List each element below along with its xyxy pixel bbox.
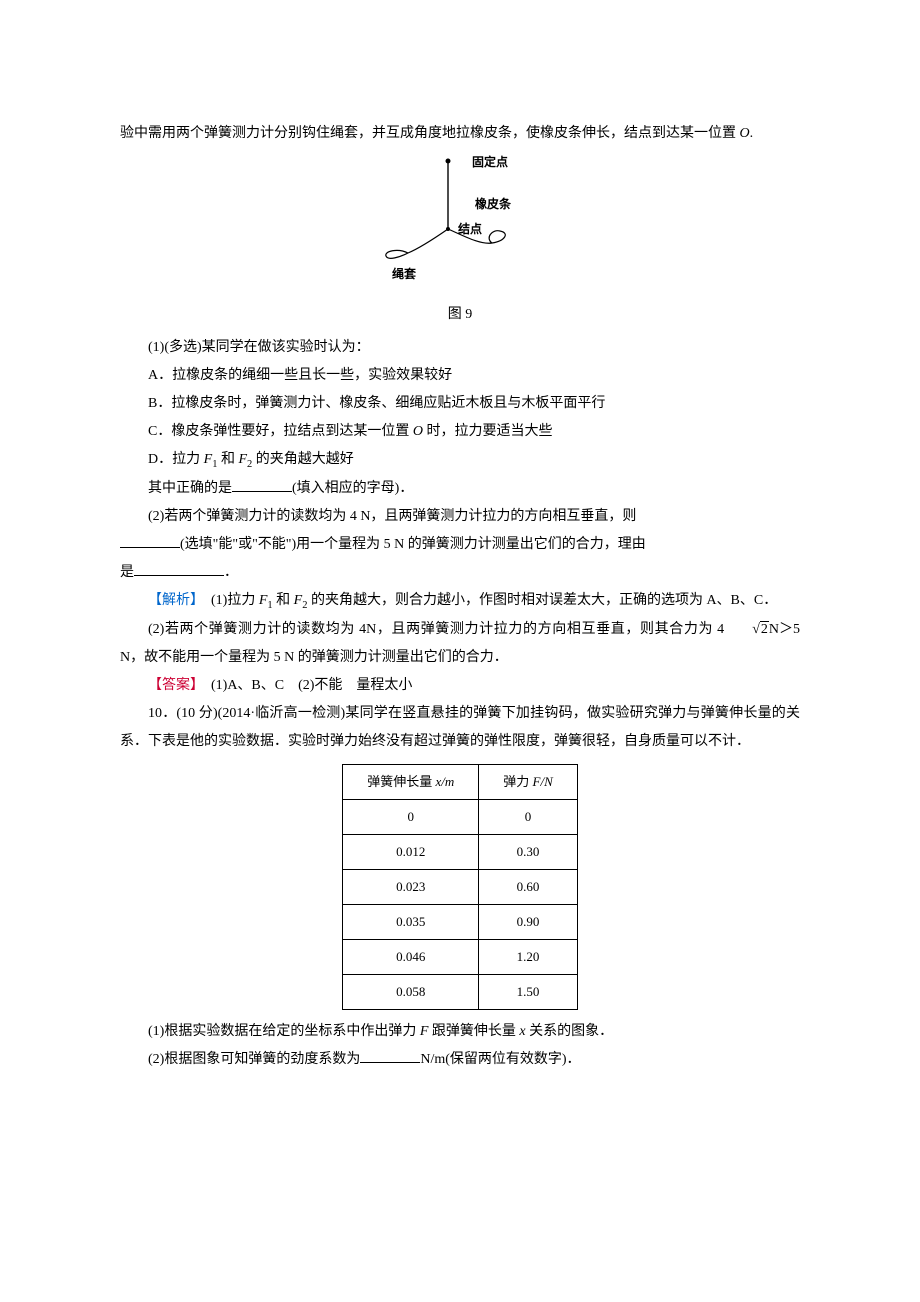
sqrt-icon: 2	[724, 616, 769, 644]
q1-stem: (1)(多选)某同学在做该实验时认为：	[120, 334, 800, 362]
answer-line: 【答案】 (1)A、B、C (2)不能 量程太小	[120, 672, 800, 700]
analysis-f2: F	[294, 593, 303, 608]
table-row: 0.0350.90	[343, 904, 578, 939]
table-row: 0.0461.20	[343, 939, 578, 974]
analysis-label: 【解析】	[148, 593, 197, 608]
rope-left	[386, 229, 448, 258]
header-x: 弹簧伸长量 x/m	[343, 764, 479, 799]
table-row: 0.0120.30	[343, 834, 578, 869]
cell-x: 0.058	[343, 974, 479, 1009]
cell-x: 0.035	[343, 904, 479, 939]
rope-sleeve-label: 绳套	[392, 266, 417, 281]
q1-d-post: 的夹角越大越好	[252, 452, 354, 467]
q1-option-c: C．橡皮条弹性要好，拉结点到达某一位置 O 时，拉力要适当大些	[120, 418, 800, 446]
analysis-p1-mid: 和	[273, 593, 294, 608]
header-x-var: x/m	[435, 774, 454, 789]
q1-option-b: B．拉橡皮条时，弹簧测力计、橡皮条、细绳应贴近木板且与木板平面平行	[120, 390, 800, 418]
q10-sub1-mid: 跟弹簧伸长量	[428, 1024, 519, 1039]
header-x-pre: 弹簧伸长量	[367, 774, 435, 789]
intro-o: O	[740, 126, 750, 141]
table-row: 0.0581.50	[343, 974, 578, 1009]
q10-sub2-pre: (2)根据图象可知弹簧的劲度系数为	[148, 1052, 360, 1067]
q10-sub1-post: 关系的图象．	[526, 1024, 614, 1039]
header-f-var: F/N	[533, 774, 553, 789]
q1-d-f2: F	[238, 452, 247, 467]
q1-answer-line: 其中正确的是 (填入相应的字母)．	[120, 475, 800, 503]
cell-f: 0.60	[479, 869, 578, 904]
fixed-point-label: 固定点	[472, 154, 508, 169]
table-row: 0.0230.60	[343, 869, 578, 904]
q2-line3: 是．	[120, 559, 800, 587]
q2-blank2	[134, 562, 224, 576]
q1-c-post: 时，拉力要适当大些	[423, 424, 553, 439]
q1-blank	[232, 478, 292, 492]
figure-9: 固定点 橡皮条 结点 绳套 图 9	[120, 153, 800, 329]
q10-sub2-post: N/m(保留两位有效数字)．	[420, 1052, 580, 1067]
q10-blank	[360, 1049, 420, 1063]
analysis-p1-pre: (1)拉力	[197, 593, 259, 608]
q1-tail-pre: 其中正确的是	[148, 481, 232, 496]
q10-sub1-pre: (1)根据实验数据在给定的坐标系中作出弹力	[148, 1024, 420, 1039]
intro-period: .	[750, 126, 754, 141]
answer-label: 【答案】	[148, 678, 197, 693]
sqrt-inner: 2	[760, 621, 769, 637]
cell-x: 0.012	[343, 834, 479, 869]
analysis-p1-post: 的夹角越大，则合力越小，作图时相对误差太大，正确的选项为 A、B、C．	[307, 593, 777, 608]
table-row: 00	[343, 799, 578, 834]
q1-d-f1: F	[204, 452, 213, 467]
q10-head: 10．(10 分)(2014·临沂高一检测)某同学在竖直悬挂的弹簧下加挂钩码，做…	[120, 700, 800, 756]
q2-line2-text: (选填"能"或"不能")用一个量程为 5 N 的弹簧测力计测量出它们的合力，理由	[180, 537, 646, 552]
knot-label: 结点	[458, 221, 482, 236]
table-header-row: 弹簧伸长量 x/m 弹力 F/N	[343, 764, 578, 799]
analysis-p2-pre: (2)若两个弹簧测力计的读数均为 4N，且两弹簧测力计拉力的方向相互垂直，则其合…	[148, 622, 724, 637]
header-f-pre: 弹力	[503, 774, 532, 789]
cell-x: 0	[343, 799, 479, 834]
q2-line3-pre: 是	[120, 565, 134, 580]
cell-f: 0.30	[479, 834, 578, 869]
q1-d-pre: D．拉力	[148, 452, 204, 467]
q2-line2: (选填"能"或"不能")用一个量程为 5 N 的弹簧测力计测量出它们的合力，理由	[120, 531, 800, 559]
cell-f: 1.20	[479, 939, 578, 974]
q1-c-pre: C．橡皮条弹性要好，拉结点到达某一位置	[148, 424, 413, 439]
analysis-p1: 【解析】 (1)拉力 F1 和 F2 的夹角越大，则合力越小，作图时相对误差太大…	[120, 587, 800, 616]
cell-x: 0.046	[343, 939, 479, 974]
q1-d-mid: 和	[217, 452, 238, 467]
cell-x: 0.023	[343, 869, 479, 904]
intro-text: 验中需用两个弹簧测力计分别钩住绳套，并互成角度地拉橡皮条，使橡皮条伸长，结点到达…	[120, 126, 740, 141]
cell-f: 1.50	[479, 974, 578, 1009]
fixed-point-dot	[446, 159, 451, 164]
header-f: 弹力 F/N	[479, 764, 578, 799]
answer-text: (1)A、B、C (2)不能 量程太小	[197, 678, 412, 693]
q1-option-a: A．拉橡皮条的绳细一些且长一些，实验效果较好	[120, 362, 800, 390]
q10-sub2: (2)根据图象可知弹簧的劲度系数为 N/m(保留两位有效数字)．	[120, 1046, 800, 1074]
spring-data-table: 弹簧伸长量 x/m 弹力 F/N 00 0.0120.30 0.0230.60 …	[342, 764, 578, 1010]
q1-tail-post: (填入相应的字母)．	[292, 481, 413, 496]
q1-option-d: D．拉力 F1 和 F2 的夹角越大越好	[120, 446, 800, 475]
q2-line3-post: ．	[224, 565, 238, 580]
q10-sub1: (1)根据实验数据在给定的坐标系中作出弹力 F 跟弹簧伸长量 x 关系的图象．	[120, 1018, 800, 1046]
q1-c-o: O	[413, 424, 423, 439]
cell-f: 0.90	[479, 904, 578, 939]
q2-line1: (2)若两个弹簧测力计的读数均为 4 N，且两弹簧测力计拉力的方向相互垂直，则	[120, 503, 800, 531]
analysis-p2: (2)若两个弹簧测力计的读数均为 4N，且两弹簧测力计拉力的方向相互垂直，则其合…	[120, 616, 800, 672]
rubber-band-label: 橡皮条	[475, 196, 512, 211]
q2-blank1	[120, 534, 180, 548]
figure-9-svg: 固定点 橡皮条 结点 绳套	[370, 153, 550, 288]
intro-paragraph: 验中需用两个弹簧测力计分别钩住绳套，并互成角度地拉橡皮条，使橡皮条伸长，结点到达…	[120, 120, 800, 148]
figure-caption: 图 9	[120, 301, 800, 329]
cell-f: 0	[479, 799, 578, 834]
